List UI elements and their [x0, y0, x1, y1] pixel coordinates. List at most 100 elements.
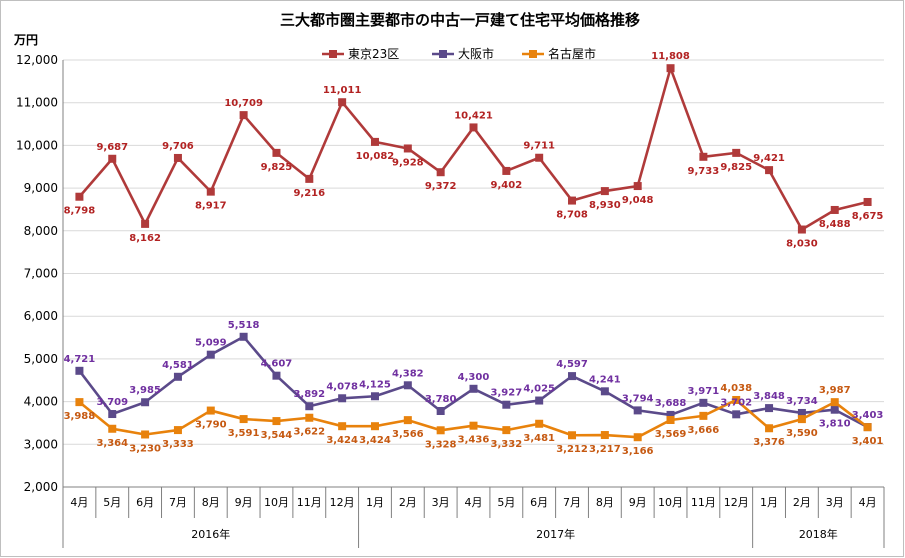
x-tick-label: 7月: [563, 496, 581, 509]
data-label: 3,591: [228, 428, 260, 439]
data-label: 3,688: [655, 398, 687, 409]
data-point: [469, 421, 478, 430]
data-point: [173, 153, 182, 162]
data-point: [633, 406, 642, 415]
data-point: [765, 166, 774, 175]
data-label: 10,709: [224, 98, 263, 109]
data-point: [502, 400, 511, 409]
data-point: [370, 137, 379, 146]
data-point: [108, 154, 117, 163]
data-point: [535, 153, 544, 162]
data-point: [108, 410, 117, 419]
x-tick-label: 4月: [465, 496, 483, 509]
x-tick-label: 10月: [658, 496, 683, 509]
data-point: [666, 416, 675, 425]
data-label: 10,421: [454, 110, 493, 121]
data-label: 9,711: [523, 141, 555, 152]
data-label: 3,734: [786, 396, 818, 407]
x-tick-label: 3月: [826, 496, 844, 509]
data-point: [633, 433, 642, 442]
data-point: [699, 152, 708, 161]
data-point: [305, 402, 314, 411]
data-label: 3,544: [261, 430, 293, 441]
data-label: 9,421: [753, 153, 785, 164]
legend-label: 大阪市: [458, 46, 494, 61]
y-axis: 2,000 3,000 4,000 5,000 6,000 7,000 8,000 9,000…: [16, 53, 64, 494]
data-point: [797, 415, 806, 424]
data-label: 4,597: [556, 359, 588, 370]
data-point: [403, 144, 412, 153]
data-point: [732, 395, 741, 404]
data-label: 3,780: [425, 394, 457, 405]
data-label: 3,810: [819, 419, 851, 430]
x-tick-label: 5月: [103, 496, 121, 509]
data-label: 11,808: [651, 51, 690, 62]
data-point: [436, 426, 445, 435]
legend-label: 名古屋市: [548, 46, 596, 61]
data-label: 9,733: [688, 166, 720, 177]
data-label: 3,166: [622, 446, 654, 457]
data-point: [75, 192, 84, 201]
x-tick-label: 8月: [596, 496, 614, 509]
legend-swatch-marker: [439, 50, 447, 58]
data-label: 8,675: [852, 211, 884, 222]
series-layer: [75, 64, 872, 442]
y-tick-label: 4,000: [24, 395, 58, 409]
data-point: [633, 182, 642, 191]
data-point: [699, 398, 708, 407]
data-point: [535, 396, 544, 405]
y-tick-label: 11,000: [16, 96, 58, 110]
data-point: [370, 392, 379, 401]
data-label: 4,721: [64, 354, 96, 365]
data-label: 3,590: [786, 428, 818, 439]
x-axis: 4月 5月 6月 7月 8月 9月 10月 11月 12月 1月 2月 3月 4月 5月 6月 7月 8月 9月 1…: [62, 486, 885, 548]
data-label: 5,518: [228, 320, 260, 331]
data-label: 4,300: [458, 372, 490, 383]
data-point: [666, 64, 675, 73]
data-label: 3,622: [293, 427, 325, 438]
data-label: 3,790: [195, 420, 227, 431]
data-label: 8,917: [195, 201, 227, 212]
data-label: 3,971: [688, 386, 720, 397]
data-point: [469, 384, 478, 393]
data-label: 9,372: [425, 181, 457, 192]
data-point: [666, 410, 675, 419]
data-point: [502, 166, 511, 175]
data-point: [206, 350, 215, 359]
data-point: [272, 148, 281, 157]
data-point: [568, 196, 577, 205]
data-point: [699, 411, 708, 420]
x-tick-label: 11月: [297, 496, 322, 509]
data-label: 3,403: [852, 410, 884, 421]
data-point: [535, 419, 544, 428]
data-label: 3,709: [96, 397, 128, 408]
y-tick-label: 10,000: [16, 138, 58, 152]
data-point: [863, 197, 872, 206]
data-label: 9,048: [622, 195, 654, 206]
x-tick-label: 12月: [724, 496, 749, 509]
data-label: 3,988: [64, 411, 96, 422]
x-tick-label: 8月: [202, 496, 220, 509]
data-label: 8,030: [786, 239, 818, 250]
data-label: 3,364: [96, 438, 128, 449]
data-label: 3,332: [491, 439, 523, 450]
y-tick-label: 9,000: [24, 181, 58, 195]
data-point: [765, 404, 774, 413]
x-tick-label: 1月: [760, 496, 778, 509]
x-tick-label: 12月: [330, 496, 355, 509]
data-point: [370, 422, 379, 431]
data-point: [239, 415, 248, 424]
data-point: [141, 430, 150, 439]
data-point: [600, 187, 609, 196]
x-tick-label: 5月: [497, 496, 515, 509]
data-label: 3,985: [129, 385, 161, 396]
data-label: 3,892: [293, 389, 325, 400]
y-tick-label: 12,000: [16, 53, 58, 67]
data-point: [305, 413, 314, 422]
data-point: [600, 431, 609, 440]
data-point: [239, 332, 248, 341]
data-point: [338, 98, 347, 107]
data-label: 3,666: [688, 425, 720, 436]
data-point: [797, 408, 806, 417]
data-label: 3,424: [326, 435, 358, 446]
